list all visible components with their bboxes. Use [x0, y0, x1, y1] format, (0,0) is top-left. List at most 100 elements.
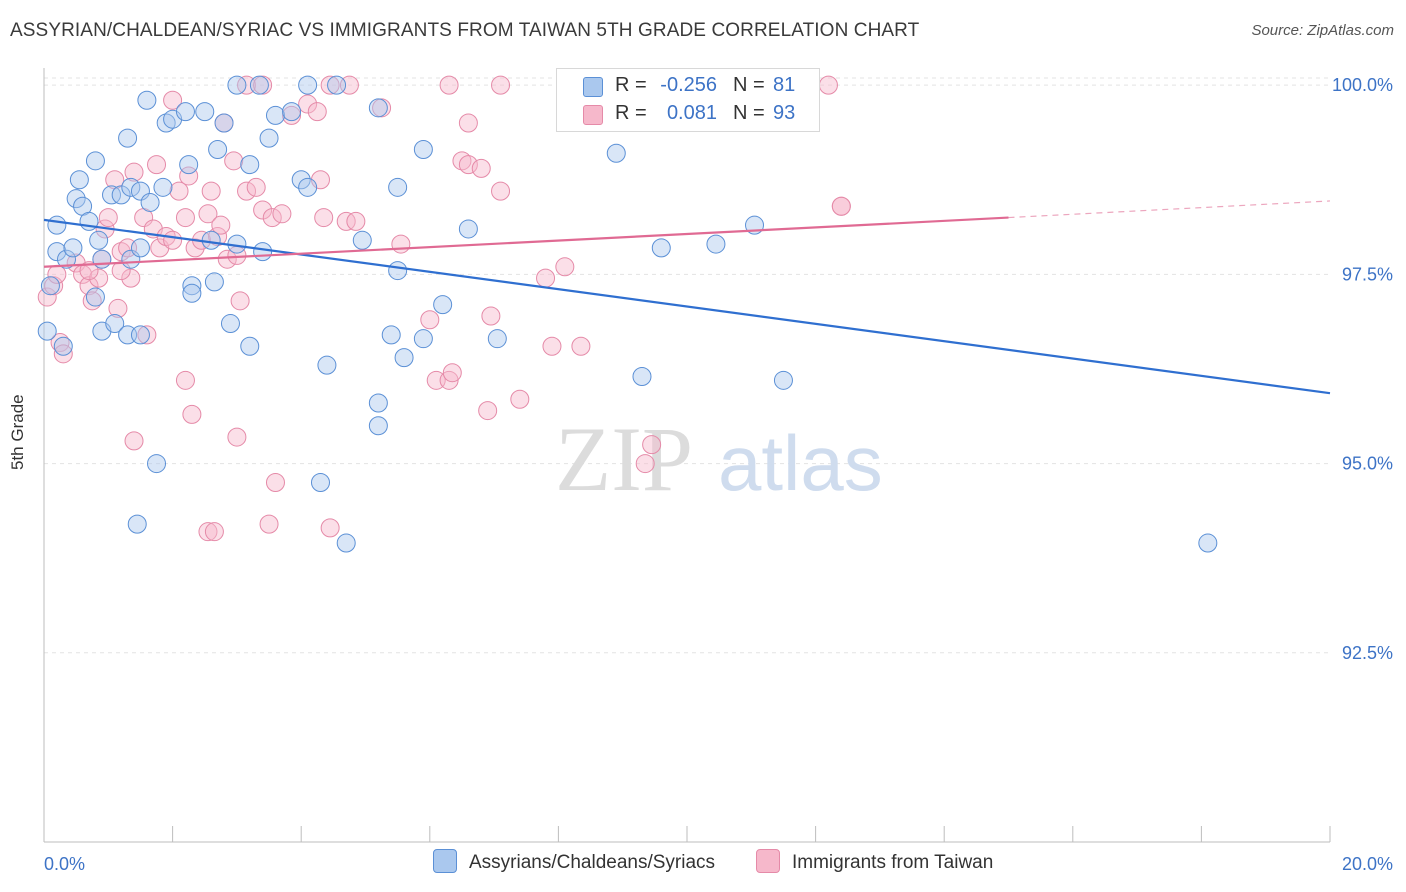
pink-point	[163, 230, 183, 250]
pink-point	[98, 208, 118, 228]
blue-point	[336, 533, 356, 553]
pink-point	[420, 310, 440, 330]
stats-row-blue: R = -0.256 N = 81	[557, 71, 819, 101]
blue-point	[127, 514, 147, 534]
blue-point	[487, 329, 507, 349]
pink-point	[201, 181, 221, 201]
blue-point	[111, 185, 131, 205]
blue-point	[220, 314, 240, 334]
legend-pink-swatch	[756, 849, 780, 873]
pink-point	[163, 90, 183, 110]
n-value: 81	[773, 74, 796, 96]
pink-point	[635, 454, 655, 474]
pink-point	[259, 514, 279, 534]
r-value: -0.256	[660, 74, 717, 96]
stats-row-pink: R = 0.081 N = 93	[557, 99, 819, 129]
pink-point	[510, 389, 530, 409]
blue-point	[53, 336, 73, 356]
y-tick-label: 97.5%	[1342, 264, 1393, 284]
blue-point	[57, 249, 77, 269]
blue-point	[310, 472, 330, 492]
blue-point	[368, 98, 388, 118]
blue-point	[388, 177, 408, 197]
x-tick-label-max: 20.0%	[1342, 854, 1393, 874]
blue-point	[105, 314, 125, 334]
pink-point	[211, 215, 231, 235]
pink-point	[439, 75, 459, 95]
blue-point	[368, 393, 388, 413]
blue-point	[140, 192, 160, 212]
blue-point	[130, 238, 150, 258]
pink-point	[458, 155, 478, 175]
blue-point	[66, 189, 86, 209]
pink-point	[198, 204, 218, 224]
y-tick-label: 95.0%	[1342, 454, 1393, 474]
blue-point	[40, 276, 60, 296]
y-tick-label: 92.5%	[1342, 643, 1393, 663]
pink-point	[442, 363, 462, 383]
blue-point	[85, 287, 105, 307]
pink-point	[227, 427, 247, 447]
blue-point	[413, 139, 433, 159]
pink-point	[82, 291, 102, 311]
pink-point	[230, 291, 250, 311]
blue-point	[381, 325, 401, 345]
blue-point	[606, 143, 626, 163]
y-tick-label: 100.0%	[1332, 75, 1393, 95]
pink-point	[555, 257, 575, 277]
blue-point	[156, 113, 176, 133]
pink-point	[478, 401, 498, 421]
blue-point	[413, 329, 433, 349]
pink-point	[452, 151, 472, 171]
blue-point	[259, 128, 279, 148]
pink-point	[571, 336, 591, 356]
blue-point	[208, 139, 228, 159]
pink-point	[336, 211, 356, 231]
blue-point	[291, 170, 311, 190]
blue-point	[63, 238, 83, 258]
blue-point	[102, 185, 122, 205]
pink-point	[50, 332, 70, 352]
pink-point	[481, 306, 501, 326]
pink-point	[124, 431, 144, 451]
pink-point	[185, 238, 205, 258]
r-label: R =	[615, 102, 647, 124]
blue-point	[773, 370, 793, 390]
blue-point	[204, 272, 224, 292]
blue-point	[249, 75, 269, 95]
n-value: 93	[773, 102, 796, 124]
blue-point	[89, 230, 109, 250]
blue-point	[706, 234, 726, 254]
n-label: N =	[733, 102, 765, 124]
blue-point	[265, 105, 285, 125]
legend-blue-label: Assyrians/Chaldeans/Syriacs	[469, 852, 716, 874]
blue-point	[47, 215, 67, 235]
blue-point	[182, 283, 202, 303]
blue-point	[147, 454, 167, 474]
pink-point	[137, 325, 157, 345]
blue-point	[121, 177, 141, 197]
tick-labels: 100.0% 97.5% 95.0% 92.5% 0.0% 20.0%	[44, 75, 1393, 874]
blue-point	[388, 261, 408, 281]
pink-point	[391, 234, 411, 254]
blue-point	[317, 355, 337, 375]
pink-point	[298, 94, 318, 114]
pink-point	[79, 261, 99, 281]
pink-point	[237, 181, 257, 201]
pink-point	[224, 151, 244, 171]
pink-point	[53, 344, 73, 364]
pink-point	[37, 287, 57, 307]
blue-point	[240, 336, 260, 356]
blue-point	[253, 242, 273, 262]
r-label: R =	[615, 74, 647, 96]
pink-point	[208, 227, 228, 247]
blue-point	[352, 230, 372, 250]
pink-point	[818, 75, 838, 95]
blue-point	[195, 102, 215, 122]
pink-point	[147, 155, 167, 175]
pink-point	[320, 518, 340, 538]
blue-swatch	[583, 77, 603, 97]
pink-point	[491, 181, 511, 201]
blue-point	[175, 102, 195, 122]
trend-lines	[43, 200, 1331, 395]
